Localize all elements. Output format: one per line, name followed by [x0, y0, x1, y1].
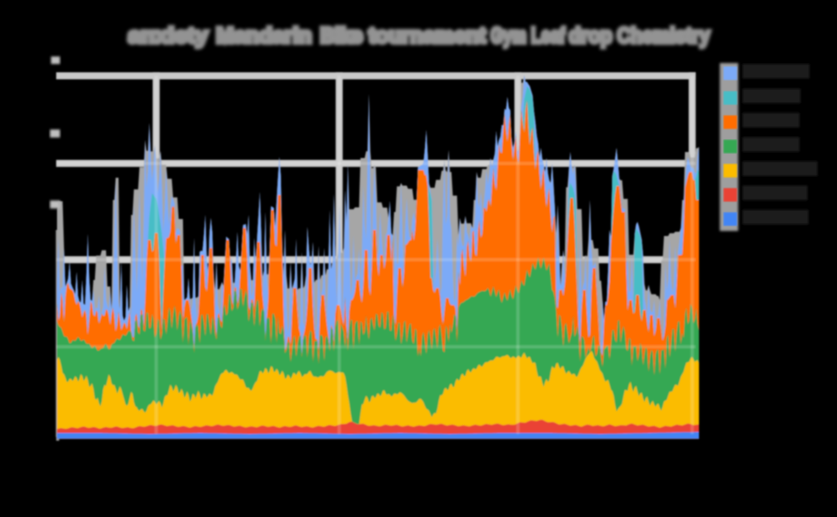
svg-text:Chemistry: Chemistry — [617, 23, 711, 48]
svg-text:Leaf: Leaf — [531, 23, 565, 48]
svg-text:Gym: Gym — [491, 23, 527, 48]
svg-text:anxiety: anxiety — [128, 23, 209, 48]
svg-text:Bike: Bike — [320, 23, 363, 48]
svg-text:tournament: tournament — [369, 23, 487, 48]
svg-text:Mandarin: Mandarin — [216, 23, 312, 48]
svg-text:drop: drop — [569, 23, 613, 48]
